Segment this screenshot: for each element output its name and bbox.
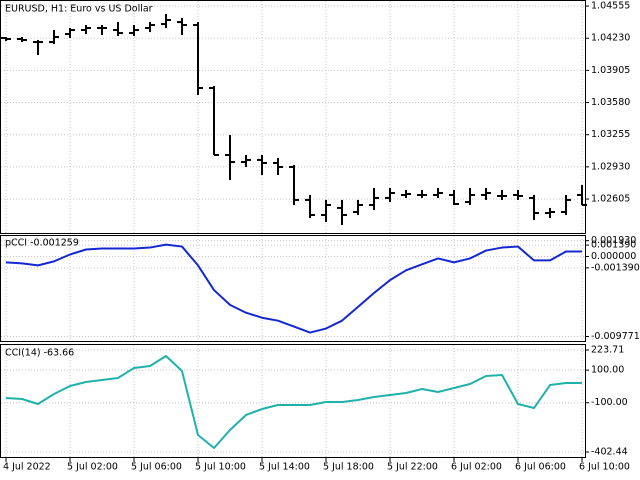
y-tick-label: 1.03905 (591, 65, 630, 76)
x-tick-label: 5 Jul 22:00 (387, 462, 438, 473)
indicator-line (5, 243, 582, 334)
y-tick-label: -0.001390 (591, 262, 640, 273)
y-tick-label: 1.04555 (591, 1, 630, 12)
x-tick-label: 6 Jul 06:00 (515, 462, 566, 473)
y-tick-label: 0.001390 (591, 240, 636, 251)
x-tick-label: 5 Jul 10:00 (195, 462, 246, 473)
y-tick-label: -0.009771 (591, 331, 640, 342)
x-tick-label: 5 Jul 18:00 (323, 462, 374, 473)
x-tick-label: 5 Jul 14:00 (259, 462, 310, 473)
cci-title: CCI(14) -63.66 (5, 348, 74, 359)
y-tick-label: -100.00 (591, 397, 628, 408)
y-tick-label: 1.02605 (591, 194, 630, 205)
y-tick-label: -402.44 (591, 447, 628, 458)
y-tick-label: 1.03255 (591, 129, 630, 140)
y-tick-label: 0.000000 (591, 251, 636, 262)
y-tick-label: 223.71 (591, 345, 624, 356)
x-tick-label: 5 Jul 06:00 (131, 462, 182, 473)
x-tick-label: 5 Jul 02:00 (67, 462, 118, 473)
pcci-title: pCCI -0.001259 (5, 238, 79, 249)
x-tick-label: 4 Jul 2022 (3, 462, 51, 473)
y-tick-label: 1.03580 (591, 97, 630, 108)
y-tick-label: 1.02930 (591, 161, 630, 172)
cci-pane-frame (0, 344, 586, 458)
indicator-line (5, 354, 582, 450)
y-tick-label: 0.001930 (591, 235, 636, 246)
pcci-pane-frame (0, 235, 586, 342)
main-pane-frame (0, 0, 586, 234)
y-tick-label: 1.04230 (591, 33, 630, 44)
x-tick-label: 6 Jul 10:00 (579, 462, 630, 473)
y-tick-label: 100.00 (591, 365, 624, 376)
x-tick-label: 6 Jul 02:00 (451, 462, 502, 473)
chart-title: EURUSD, H1: Euro vs US Dollar (5, 4, 153, 15)
